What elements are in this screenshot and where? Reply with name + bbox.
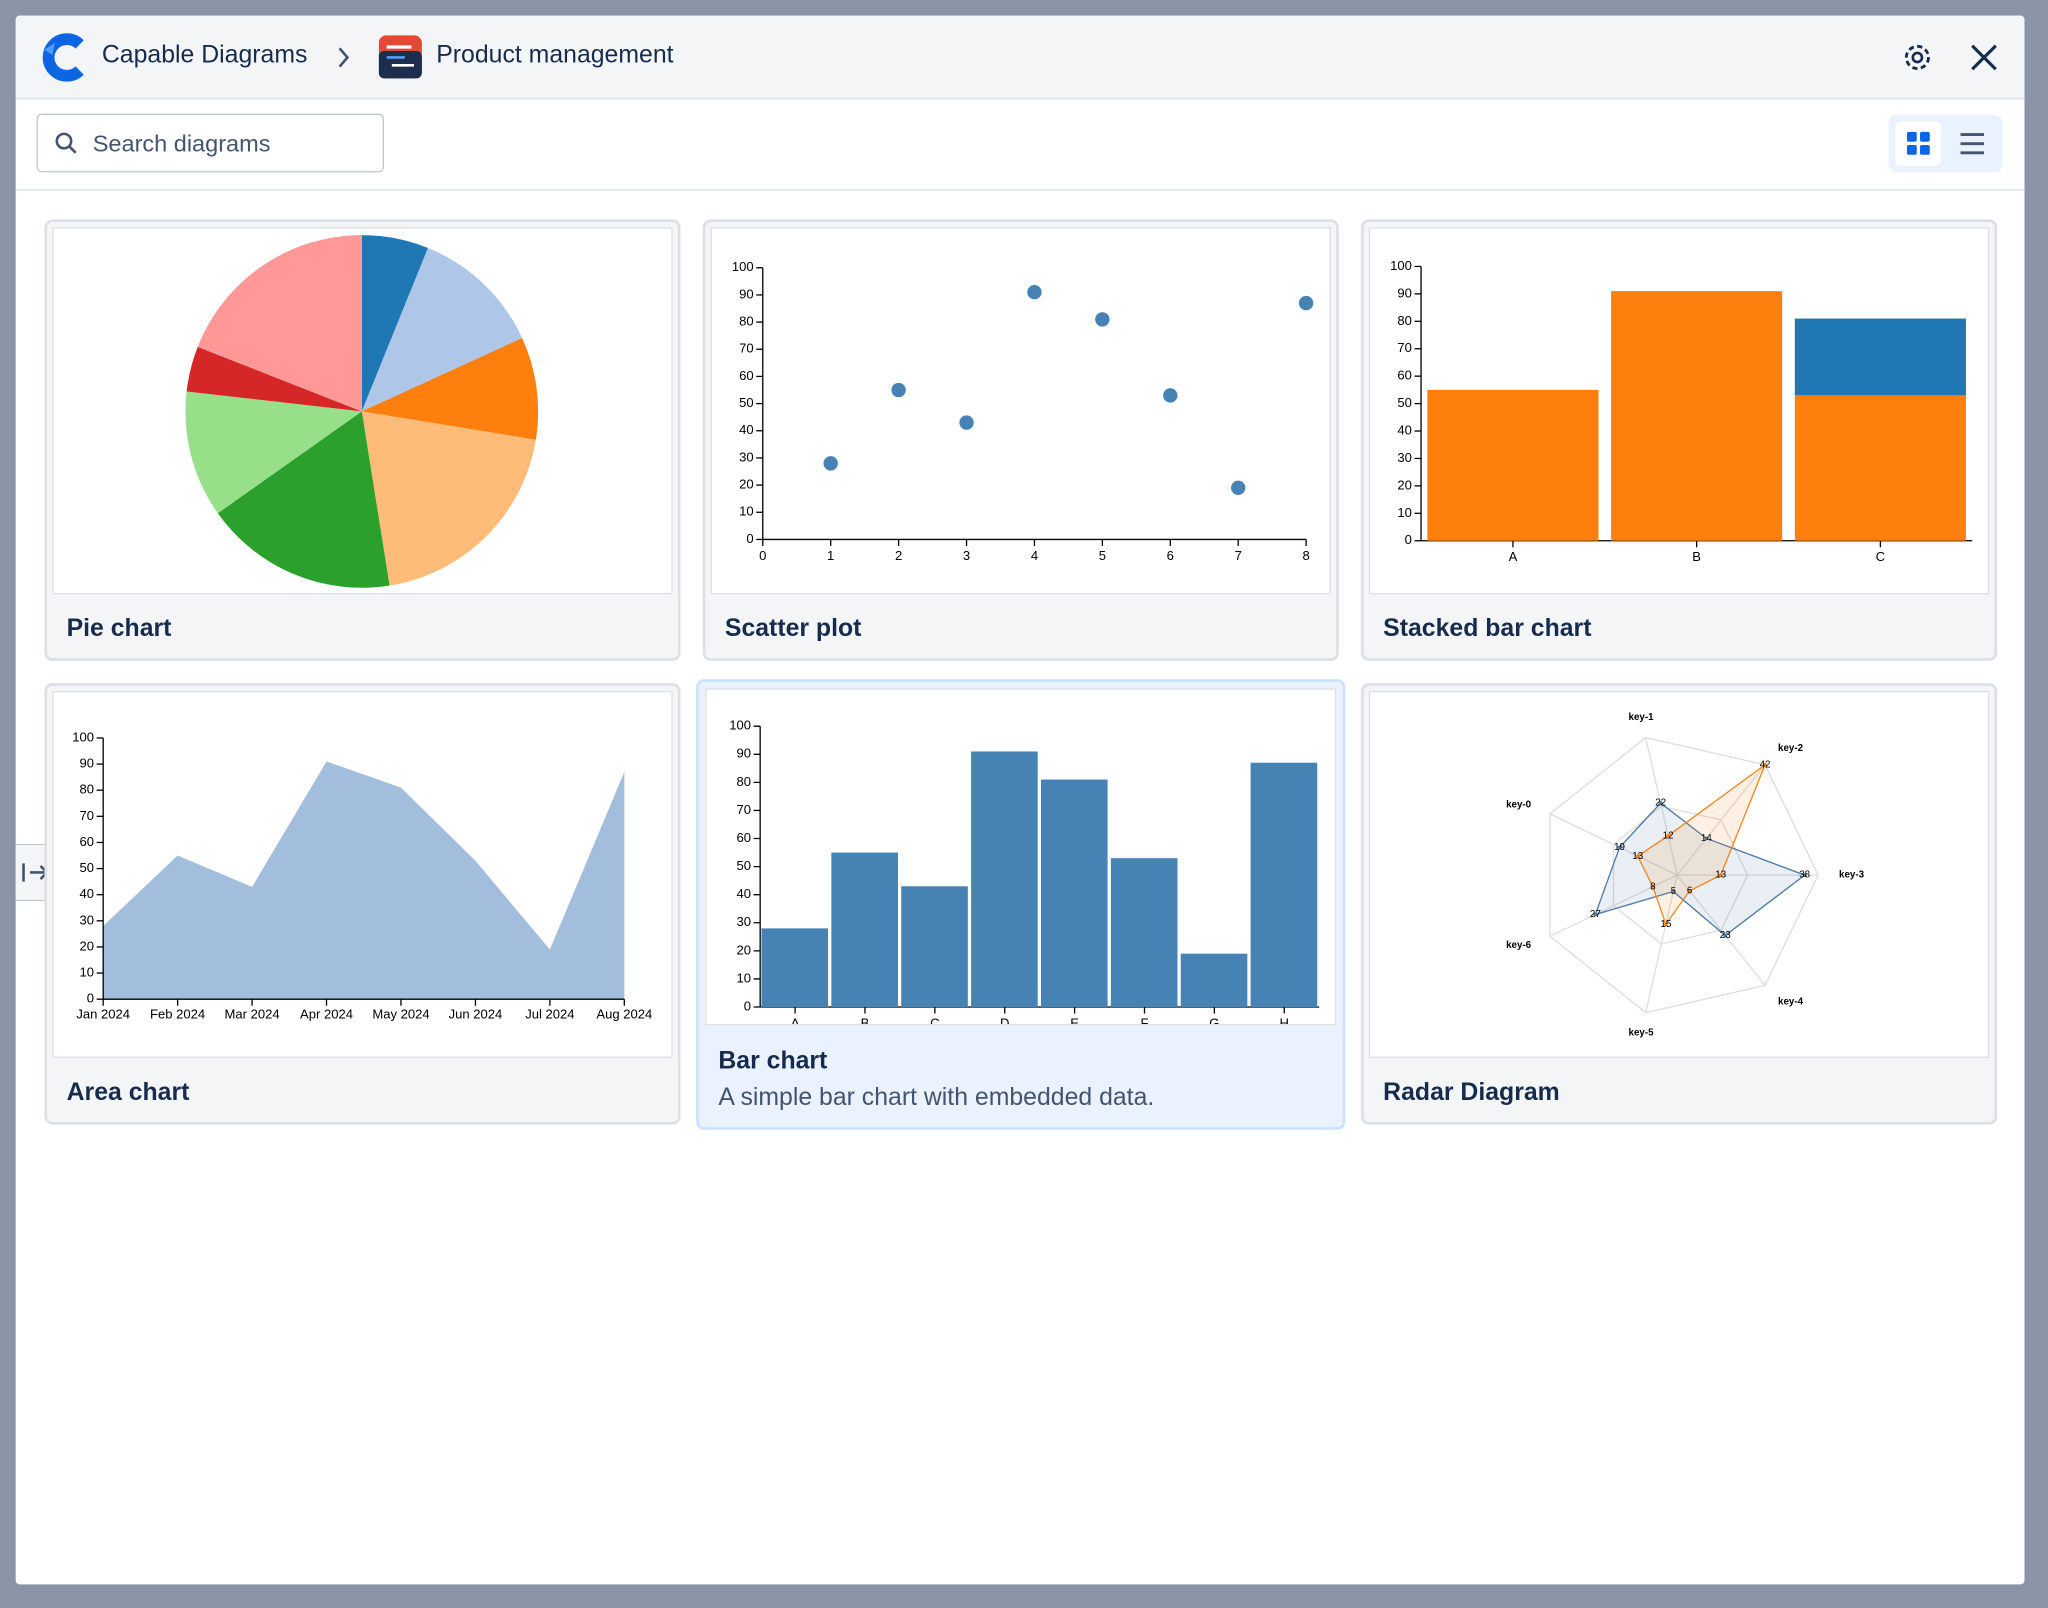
- app-logo[interactable]: [39, 31, 91, 83]
- search-input[interactable]: Search diagrams: [36, 113, 384, 173]
- card-title: Radar Diagram: [1383, 1078, 1560, 1107]
- diagram-card[interactable]: Stacked bar chart: [1360, 219, 1998, 661]
- space-icon: [378, 35, 422, 79]
- app-name[interactable]: Capable Diagrams: [101, 41, 308, 70]
- diagram-card[interactable]: Bar chart A simple bar chart with embedde…: [696, 679, 1346, 1130]
- diagram-card[interactable]: Area chart: [44, 683, 681, 1125]
- divider: [15, 189, 2025, 191]
- search-icon: [55, 132, 77, 154]
- card-title: Scatter plot: [724, 615, 862, 643]
- preview: [52, 690, 673, 1058]
- search-placeholder: Search diagrams: [92, 130, 271, 157]
- close-button[interactable]: [1968, 42, 1999, 73]
- preview: [710, 227, 1331, 595]
- preview: [1368, 690, 1990, 1058]
- card-title: Bar chart: [718, 1047, 828, 1075]
- grid-view-button[interactable]: [1895, 121, 1942, 166]
- diagram-card[interactable]: Radar Diagram: [1360, 683, 1998, 1125]
- card-title: Area chart: [66, 1078, 190, 1107]
- breadcrumb-chevron: [338, 47, 350, 68]
- view-toggle: [1888, 114, 2003, 173]
- diagram-card[interactable]: Scatter plot: [702, 219, 1339, 661]
- card-title: Pie chart: [66, 615, 172, 643]
- space-name[interactable]: Product management: [436, 41, 674, 70]
- preview: [52, 227, 673, 595]
- preview: [1368, 227, 1990, 595]
- card-description: A simple bar chart with embedded data.: [718, 1084, 1155, 1112]
- header: Capable Diagrams Product management: [15, 15, 2025, 100]
- card-title: Stacked bar chart: [1383, 615, 1592, 643]
- diagram-card[interactable]: Pie chart: [44, 219, 681, 661]
- preview: [705, 688, 1337, 1026]
- settings-button[interactable]: [1900, 40, 1934, 74]
- list-view-button[interactable]: [1959, 131, 1985, 157]
